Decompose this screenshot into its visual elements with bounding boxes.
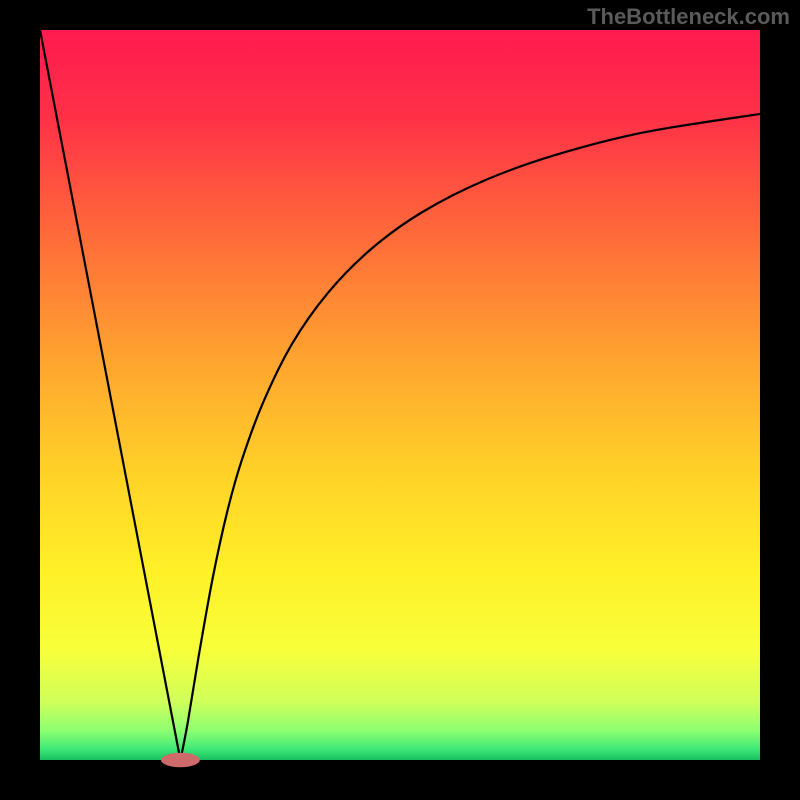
watermark-text: TheBottleneck.com — [587, 4, 790, 30]
plot-background — [40, 30, 760, 760]
apex-marker — [161, 753, 200, 768]
chart-svg — [0, 0, 800, 800]
chart-container: TheBottleneck.com — [0, 0, 800, 800]
chart-svg-wrap — [0, 0, 800, 800]
